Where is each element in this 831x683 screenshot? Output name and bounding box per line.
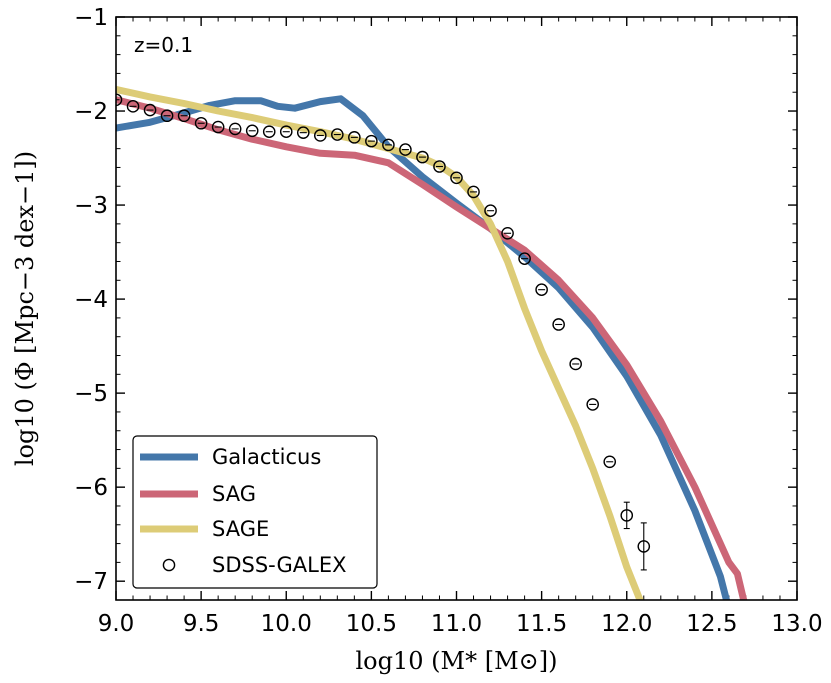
y-tick-label: −6 (74, 475, 108, 501)
legend-box (132, 435, 378, 589)
series-line-sage (116, 85, 644, 600)
data-point (399, 143, 412, 156)
data-point (467, 185, 480, 199)
x-tick-label: 11.0 (431, 611, 482, 637)
plot-frame (115, 16, 798, 601)
y-tick-label: −1 (74, 5, 108, 31)
data-point (331, 128, 344, 141)
legend-label: SDSS-GALEX (212, 553, 347, 577)
data-point (194, 116, 208, 130)
x-tick-label: 13.0 (771, 611, 822, 637)
data-point (552, 318, 565, 331)
legend: Galacticus SAG SAGE SDSS-GALEX (132, 435, 378, 589)
data-point (637, 540, 651, 553)
data-point (620, 509, 634, 522)
x-tick-label: 10.5 (346, 611, 397, 637)
data-point (228, 122, 242, 136)
data-point (484, 204, 497, 218)
data-point (433, 160, 446, 173)
x-tick-label: 12.5 (686, 611, 737, 637)
x-tick-label: 9.5 (183, 611, 220, 637)
data-point (569, 357, 582, 371)
legend-label: Galacticus (212, 445, 321, 469)
data-point (365, 134, 378, 148)
data-point (160, 109, 174, 123)
legend-label: SAG (212, 482, 256, 506)
data-point (416, 150, 429, 164)
series-layer (116, 85, 748, 600)
y-tick-label: −3 (74, 193, 108, 219)
x-tick-label: 10.0 (261, 611, 312, 637)
x-tick-label: 12.0 (601, 611, 652, 637)
data-point (296, 126, 310, 139)
data-point (518, 252, 531, 265)
data-point (586, 398, 600, 411)
series-line-sag (116, 96, 748, 600)
y-tick-label: −7 (74, 569, 108, 595)
data-point (211, 120, 225, 134)
redshift-annotation: z=0.1 (134, 33, 193, 57)
y-tick-label: −4 (74, 287, 108, 313)
legend-marker-sdss-galex (162, 558, 176, 572)
y-tick-label: −5 (74, 381, 108, 407)
legend-label: SAGE (212, 517, 269, 541)
y-tick-label: −2 (74, 99, 108, 125)
data-point (535, 283, 548, 296)
x-tick-label: 9.0 (98, 611, 135, 637)
tick-labels: 9.0 9.5 10.0 10.5 11.0 11.5 12.0 12.5 13.0 −1 −2 −3… (74, 5, 823, 637)
data-point (382, 138, 395, 152)
y-axis-label: log10 (Φ [Mpc−3 dex−1]) (11, 151, 39, 466)
data-point (126, 100, 140, 113)
data-point (313, 129, 327, 142)
sdss-galex-points (116, 93, 651, 571)
x-axis-label: log10 (M* [M⊙]) (356, 647, 558, 675)
data-point (348, 131, 361, 144)
data-point (177, 109, 191, 123)
data-point (245, 124, 259, 138)
data-point (450, 171, 463, 185)
data-point (603, 455, 617, 469)
data-point (143, 103, 157, 117)
data-point (501, 226, 514, 240)
x-tick-label: 11.5 (516, 611, 567, 637)
data-point (279, 125, 293, 139)
data-point (262, 125, 276, 139)
